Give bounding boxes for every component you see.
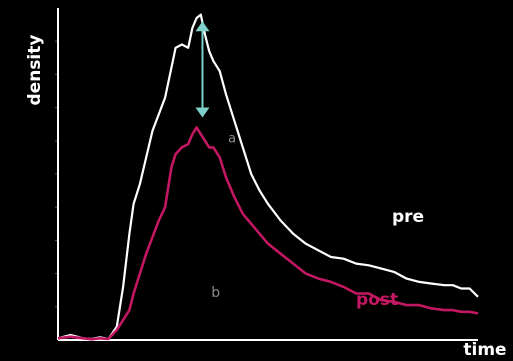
y-axis-title: density	[25, 35, 45, 106]
x-axis-title: time	[463, 340, 506, 360]
series-label-pre: pre	[392, 207, 424, 227]
series-label-post: post	[356, 290, 398, 310]
series-line-post	[57, 126, 479, 341]
annotation-b: b	[211, 285, 220, 301]
annotation-a: a	[228, 131, 236, 146]
arrow-head-up	[195, 21, 210, 32]
difference-arrow	[195, 21, 210, 118]
series-line-pre	[57, 13, 479, 341]
arrow-head-down	[195, 107, 210, 118]
y-axis-ticks	[55, 40, 58, 308]
